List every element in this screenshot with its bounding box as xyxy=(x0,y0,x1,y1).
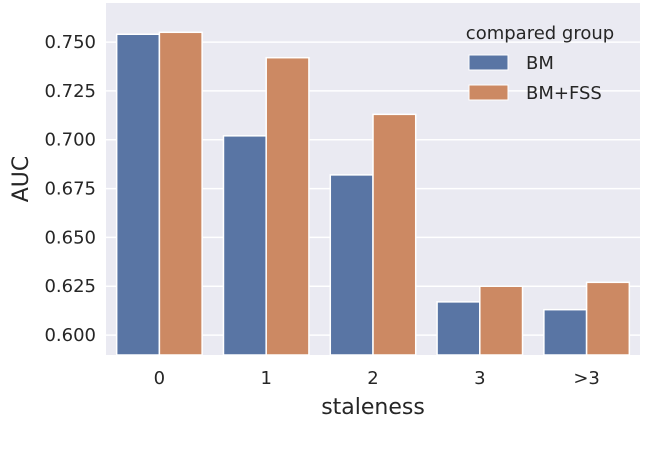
x-tick-label: 2 xyxy=(367,368,378,389)
bar-bm-4 xyxy=(543,308,588,356)
legend-label-bm: BM xyxy=(526,53,554,74)
bar-bm-2 xyxy=(329,174,374,356)
y-tick-label: 0.625 xyxy=(44,276,96,297)
legend-label-bm-fss: BM+FSS xyxy=(526,83,602,104)
legend-title: compared group xyxy=(466,23,614,44)
bar-bm-fss-4 xyxy=(585,281,631,356)
bar-bm-0 xyxy=(115,33,161,356)
bar-bm-fss-2 xyxy=(372,113,417,356)
bar-bm-fss-1 xyxy=(265,56,310,356)
bars xyxy=(115,31,631,356)
legend: compared group BM BM+FSS xyxy=(466,23,614,104)
bar-bm-fss-3 xyxy=(479,285,524,356)
x-tick-label: 1 xyxy=(260,368,271,389)
y-tick-labels: 0.600 0.625 0.650 0.675 0.700 0.725 0.750 xyxy=(44,32,96,346)
x-tick-label: 3 xyxy=(474,368,485,389)
bar-bm-1 xyxy=(222,135,267,356)
y-tick-label: 0.725 xyxy=(44,81,96,102)
x-axis-label: staleness xyxy=(321,395,425,420)
bar-bm-3 xyxy=(436,301,481,356)
legend-swatch-bm-fss xyxy=(468,84,509,101)
y-tick-label: 0.750 xyxy=(44,32,96,53)
x-tick-labels: 0 1 2 3 >3 xyxy=(154,368,600,389)
x-tick-label: >3 xyxy=(573,368,600,389)
legend-swatch-bm xyxy=(468,54,509,71)
y-tick-label: 0.600 xyxy=(44,325,96,346)
bar-bm-fss-0 xyxy=(158,31,203,356)
y-tick-label: 0.650 xyxy=(44,227,96,248)
y-axis-label: AUC xyxy=(9,156,34,203)
y-tick-label: 0.675 xyxy=(44,179,96,200)
x-tick-label: 0 xyxy=(154,368,165,389)
y-tick-label: 0.700 xyxy=(44,130,96,151)
